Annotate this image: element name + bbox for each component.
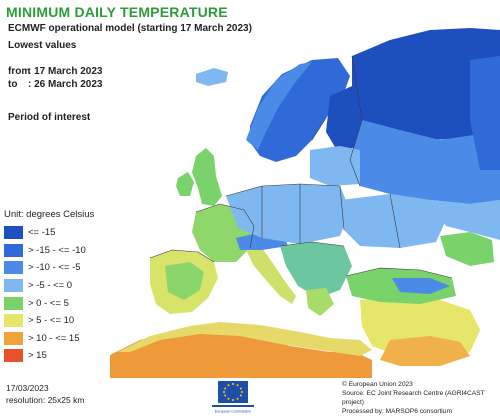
legend-item: > -15 - <= -10	[4, 242, 94, 260]
legend-swatch	[4, 349, 23, 363]
italy-region	[246, 248, 296, 304]
footer-right: © European Union 2023 Source: EC Joint R…	[342, 380, 500, 416]
legend-label: > 15	[28, 350, 47, 362]
legend-label: > -15 - <= -10	[28, 244, 86, 256]
british-isles	[192, 148, 222, 206]
footer-date: 17/03/2023	[6, 383, 49, 393]
european-commission-logo: European Commission	[206, 379, 266, 415]
iceland	[196, 68, 228, 86]
legend-item: > -10 - <= -5	[4, 259, 94, 277]
legend-label: > 0 - <= 5	[28, 297, 69, 309]
lowest-values-label: Lowest values	[8, 40, 77, 51]
eu-flag-icon	[218, 381, 248, 403]
to-date-row: to : 26 March 2023	[8, 79, 103, 90]
legend-swatch	[4, 243, 23, 257]
ukraine-region	[340, 194, 446, 248]
urals-region	[470, 56, 500, 170]
middle-east-south	[380, 336, 470, 366]
country-borders	[149, 55, 453, 279]
legend-item: > 10 - <= 15	[4, 330, 94, 348]
legend-label: > -10 - <= -5	[28, 262, 81, 274]
iberia-inland	[165, 262, 204, 300]
russia-central-region	[350, 120, 500, 204]
to-label: to	[8, 79, 18, 90]
legend-swatch	[4, 279, 23, 293]
footer-left: 17/03/2023 resolution: 25x25 km	[6, 382, 84, 406]
eu-stars-icon	[223, 383, 243, 401]
from-date-row: from : 17 March 2023	[8, 66, 103, 77]
footer-copyright: © European Union 2023	[342, 381, 413, 388]
legend-label: > 10 - <= 15	[28, 332, 80, 344]
legend-item: > 5 - <= 10	[4, 312, 94, 330]
legend-label: > 5 - <= 10	[28, 315, 75, 327]
russia-north-region	[352, 28, 500, 140]
legend-item: > 15	[4, 347, 94, 365]
turkey-highlands	[392, 278, 450, 294]
map-subtitle: ECMWF operational model (starting 17 Mar…	[8, 23, 252, 34]
period-of-interest: Period of interest	[8, 112, 91, 123]
norway-coast	[246, 62, 312, 150]
legend-label: <= -15	[28, 227, 56, 239]
central-europe-region	[226, 184, 350, 244]
to-date: : 26 March 2023	[28, 79, 103, 90]
logo-text: European Commission	[215, 410, 251, 414]
map-title: MINIMUM DAILY TEMPERATURE	[6, 4, 228, 20]
legend: Unit: degrees Celsius <= -15 > -15 - <= -…	[4, 209, 94, 365]
legend-unit: Unit: degrees Celsius	[4, 209, 95, 220]
greece-region	[306, 288, 334, 316]
north-africa-region	[110, 330, 372, 378]
footer-resolution: resolution: 25x25 km	[6, 395, 85, 405]
baltics-region	[310, 146, 360, 186]
from-label: from	[8, 66, 31, 77]
ireland	[176, 172, 194, 196]
footer-processed: Processed by: MARSOP6 consortium	[342, 408, 452, 415]
legend-swatch	[4, 314, 23, 328]
legend-label: > -5 - <= 0	[28, 280, 73, 292]
legend-item: > 0 - <= 5	[4, 294, 94, 312]
legend-swatch	[4, 331, 23, 345]
legend-swatch	[4, 226, 23, 240]
legend-swatch	[4, 261, 23, 275]
legend-item: <= -15	[4, 224, 94, 242]
russia-south-region	[430, 200, 500, 240]
caucasus-region	[440, 232, 494, 266]
legend-swatch	[4, 296, 23, 310]
balkans-region	[280, 242, 352, 298]
footer-source: Source: EC Joint Research Centre (AGRI4C…	[342, 390, 485, 406]
from-date: : 17 March 2023	[28, 66, 103, 77]
legend-item: > -5 - <= 0	[4, 277, 94, 295]
north-africa-coast	[118, 322, 372, 356]
legend-items: <= -15 > -15 - <= -10 > -10 - <= -5 > -5 - …	[4, 224, 94, 365]
